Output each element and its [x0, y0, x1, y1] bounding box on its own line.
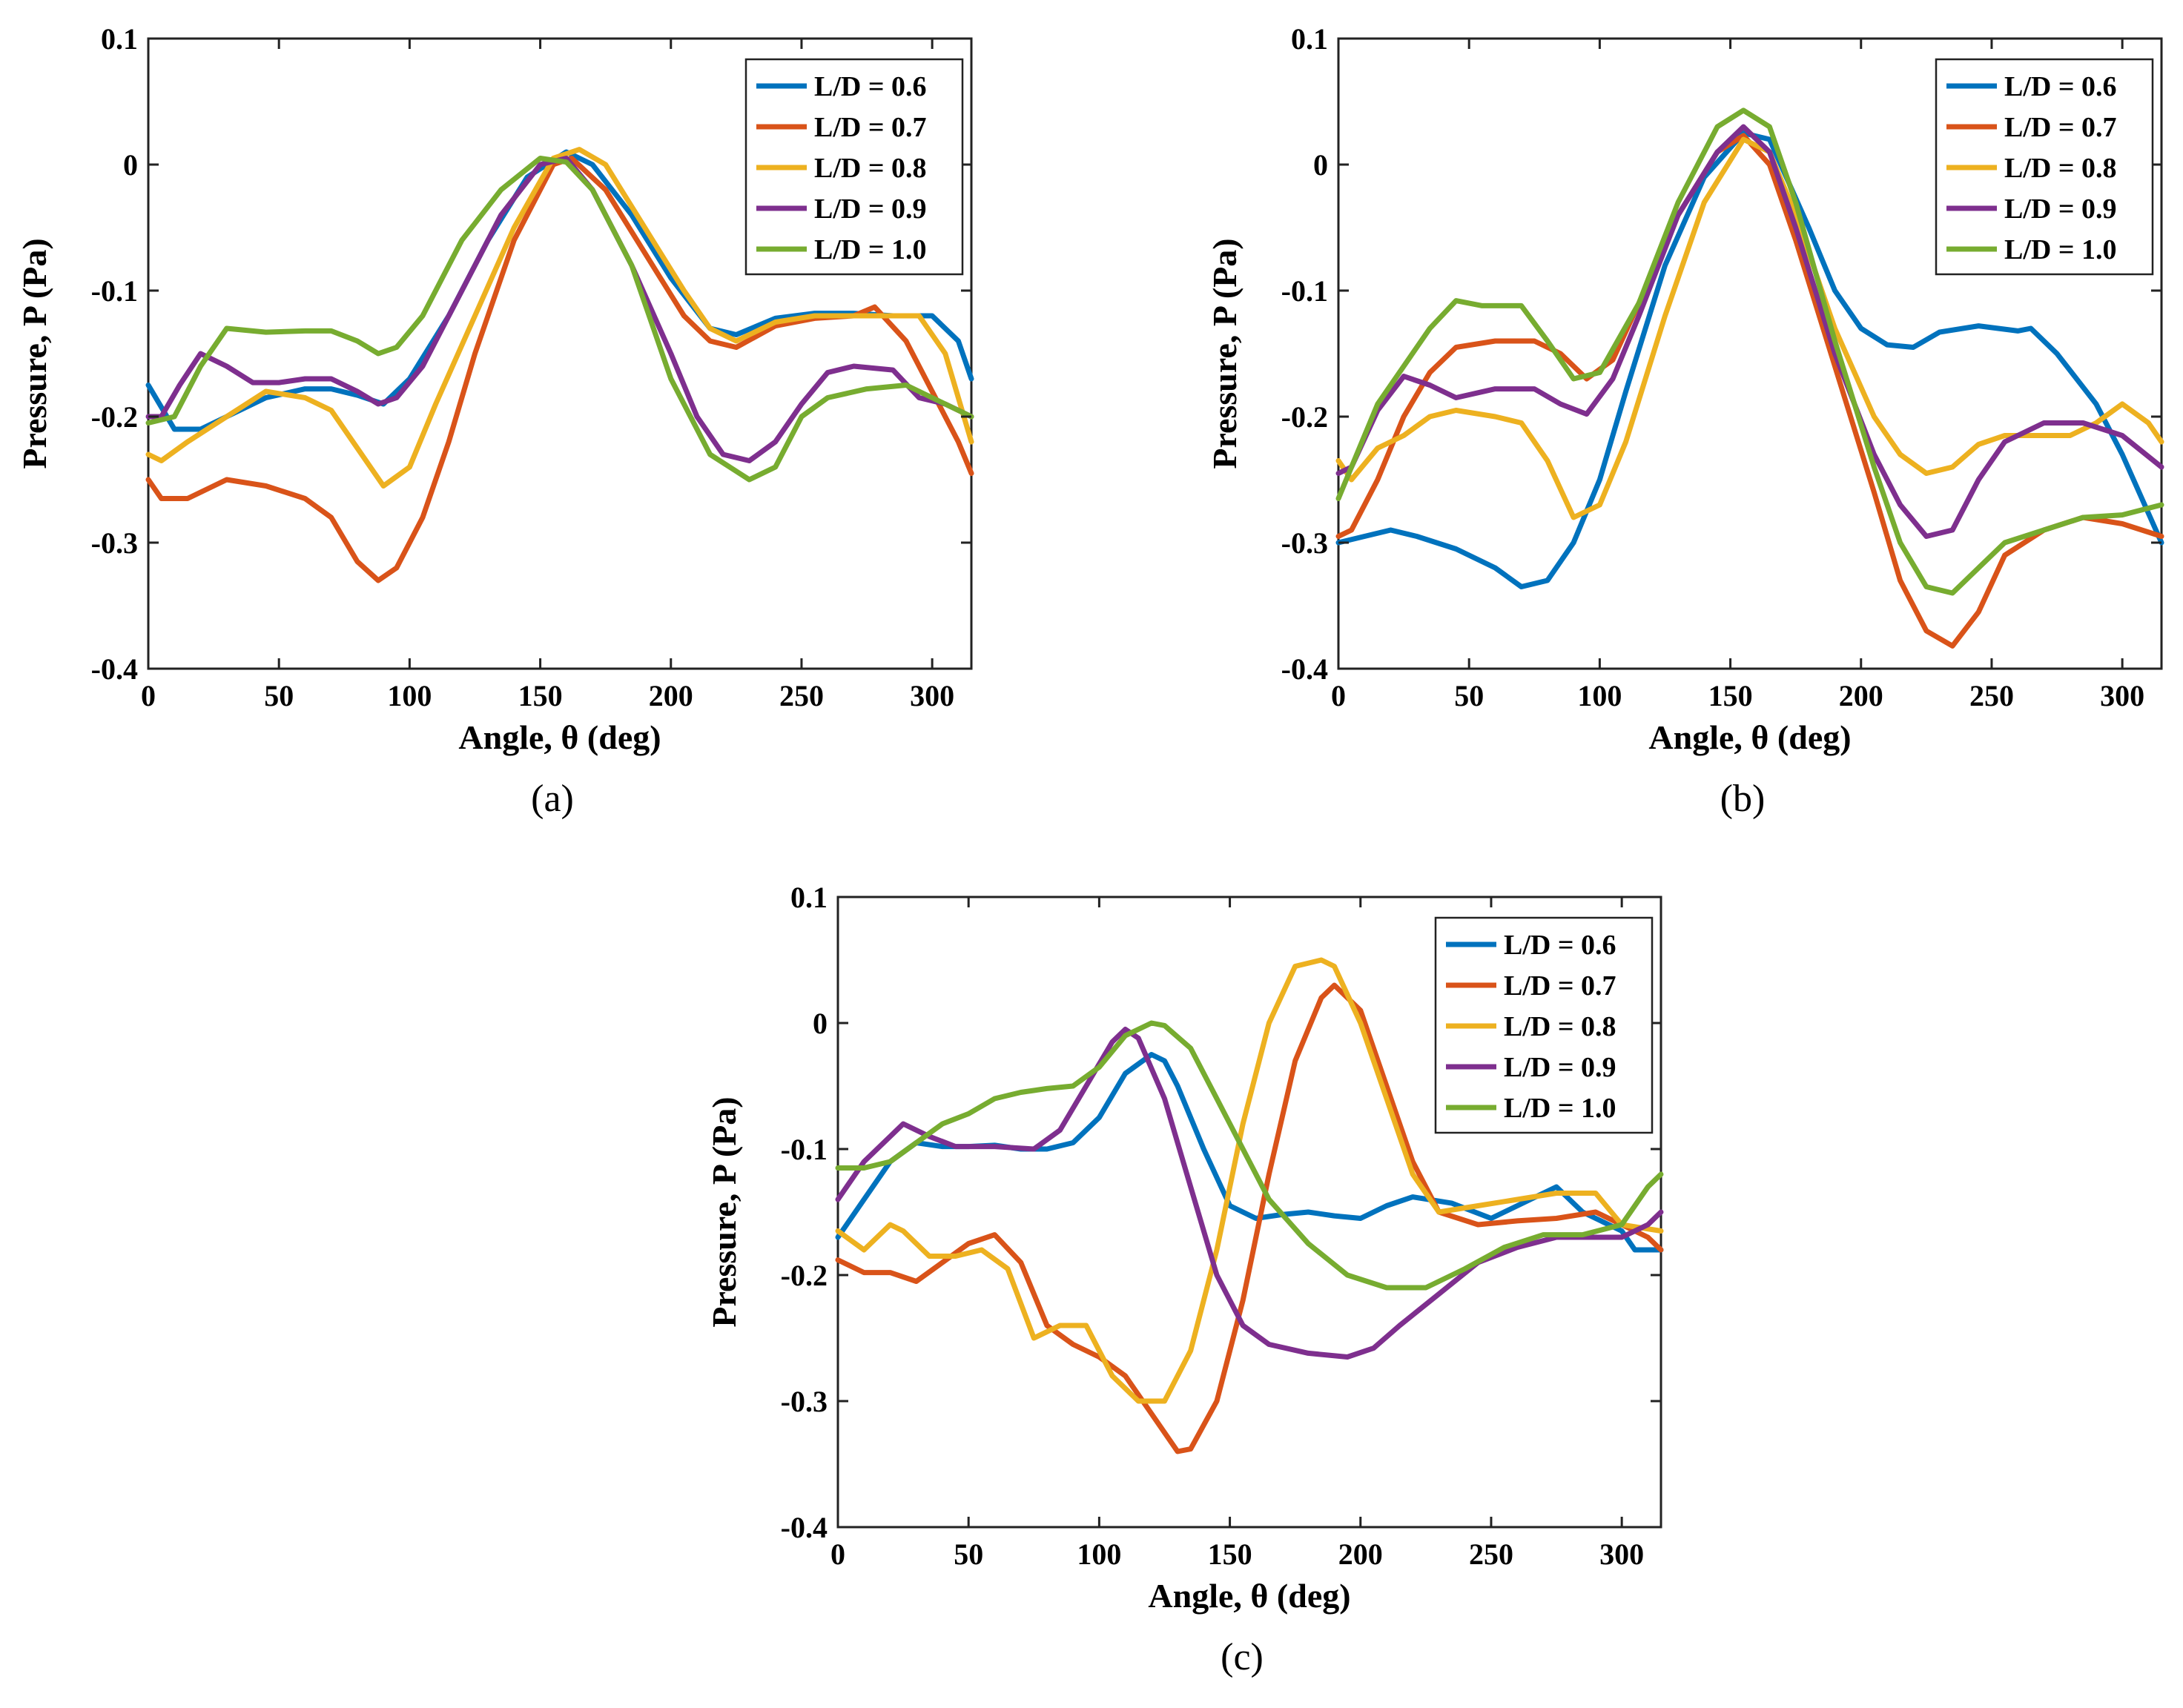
y-tick-label: -0.1: [781, 1133, 828, 1166]
legend-label: L/D = 1.0: [2004, 234, 2117, 265]
series-line-b-4: [1335, 124, 2164, 539]
series-line-b-5: [1335, 107, 2164, 596]
panel-caption-c: (c): [1221, 1636, 1264, 1678]
y-tick-label: -0.2: [1281, 400, 1328, 434]
x-tick-label: 300: [2100, 679, 2144, 712]
legend-label: L/D = 0.6: [1504, 930, 1616, 961]
y-tick-label: 0: [1313, 148, 1328, 182]
y-tick-label: 0.1: [790, 881, 828, 914]
series-line-c-3: [835, 957, 1664, 1404]
x-tick-label: 50: [1454, 679, 1484, 712]
x-tick-label: 250: [1469, 1537, 1513, 1571]
y-tick-label: -0.1: [1281, 274, 1328, 308]
legend-label: L/D = 0.8: [814, 153, 927, 184]
x-tick-label: 100: [387, 679, 432, 712]
y-tick-label: 0.1: [101, 22, 138, 56]
legend-label: L/D = 1.0: [1504, 1093, 1616, 1124]
legend-label: L/D = 0.6: [2004, 71, 2117, 102]
legend-label: L/D = 0.9: [2004, 193, 2117, 225]
panel-caption-a: (a): [531, 778, 574, 820]
legend-b: L/D = 0.6 L/D = 0.7 L/D = 0.8 L/D = 0.9 L/D …: [1935, 58, 2154, 276]
x-tick-label: 300: [910, 679, 954, 712]
x-axis-label-c: Angle, θ (deg): [1148, 1577, 1350, 1615]
x-tick-label: 0: [141, 679, 156, 712]
series-line-b-2: [1335, 133, 2164, 649]
y-axis-label-a: Pressure, P (Pa): [16, 238, 53, 469]
y-axis-label-c: Pressure, P (Pa): [705, 1096, 743, 1327]
x-tick-label: 150: [1208, 1537, 1252, 1571]
y-tick-label: -0.3: [781, 1385, 828, 1418]
legend-label: L/D = 0.9: [1504, 1052, 1616, 1083]
y-tick-label: -0.4: [781, 1511, 828, 1544]
y-tick-label: -0.4: [1281, 652, 1328, 686]
plot-frame-a: [147, 37, 973, 670]
x-tick-label: 100: [1077, 1537, 1121, 1571]
y-tick-label: 0: [123, 148, 138, 182]
x-tick-label: 50: [264, 679, 294, 712]
panel-c: 0 50 100 150 200 250 300 -0.4 -0.3 -0.2 -0.1 0 0.1 A…: [705, 881, 1664, 1678]
x-tick-label: 150: [518, 679, 563, 712]
legend-label: L/D = 0.6: [814, 71, 927, 102]
x-tick-label: 50: [954, 1537, 983, 1571]
y-tick-label: -0.3: [91, 526, 138, 560]
legend-label: L/D = 0.8: [1504, 1011, 1616, 1042]
legend-c: L/D = 0.6 L/D = 0.7 L/D = 0.8 L/D = 0.9 L/D …: [1434, 916, 1654, 1134]
panel-a: 0 50 100 150 200 250 300 -0.4 -0.3 -0.2 -0.1 0 0.1 A…: [16, 22, 974, 820]
legend-label: L/D = 0.9: [814, 193, 927, 225]
legend-label: L/D = 0.7: [1504, 970, 1616, 1002]
x-tick-label: 250: [779, 679, 824, 712]
series-line-a-4: [145, 156, 974, 463]
x-tick-label: 200: [1338, 1537, 1383, 1571]
series-line-c-2: [835, 982, 1664, 1454]
x-tick-label: 0: [830, 1537, 845, 1571]
legend-label: L/D = 0.7: [2004, 112, 2117, 143]
x-tick-label: 0: [1331, 679, 1346, 712]
x-tick-label: 100: [1577, 679, 1622, 712]
y-tick-label: -0.4: [91, 652, 138, 686]
series-line-c-4: [835, 1027, 1664, 1360]
x-tick-label: 200: [649, 679, 693, 712]
plot-frame-b: [1337, 37, 2163, 670]
x-tick-label: 150: [1708, 679, 1753, 712]
y-tick-label: -0.2: [781, 1259, 828, 1292]
x-tick-label: 250: [1969, 679, 2014, 712]
y-tick-label: -0.1: [91, 274, 138, 308]
legend-label: L/D = 1.0: [814, 234, 927, 265]
y-axis-label-b: Pressure, P (Pa): [1206, 238, 1244, 469]
series-line-a-5: [145, 156, 974, 483]
y-tick-label: -0.2: [91, 400, 138, 434]
x-axis-label-b: Angle, θ (deg): [1648, 718, 1851, 756]
y-tick-label: 0: [813, 1007, 828, 1040]
panel-b: 0 50 100 150 200 250 300 -0.4 -0.3 -0.2 -0.1 0 0.1 A…: [1206, 22, 2164, 820]
legend-label: L/D = 0.8: [2004, 153, 2117, 184]
y-tick-label: 0.1: [1291, 22, 1328, 56]
x-tick-label: 300: [1599, 1537, 1644, 1571]
x-tick-label: 200: [1839, 679, 1883, 712]
series-line-a-2: [145, 156, 974, 583]
y-tick-label: -0.3: [1281, 526, 1328, 560]
panel-caption-b: (b): [1720, 778, 1766, 820]
x-axis-label-a: Angle, θ (deg): [458, 718, 661, 756]
series-line-b-3: [1335, 136, 2164, 520]
series-line-c-5: [835, 1020, 1664, 1291]
legend-a: L/D = 0.6 L/D = 0.7 L/D = 0.8 L/D = 0.9 L/D …: [744, 58, 964, 276]
legend-label: L/D = 0.7: [814, 112, 927, 143]
